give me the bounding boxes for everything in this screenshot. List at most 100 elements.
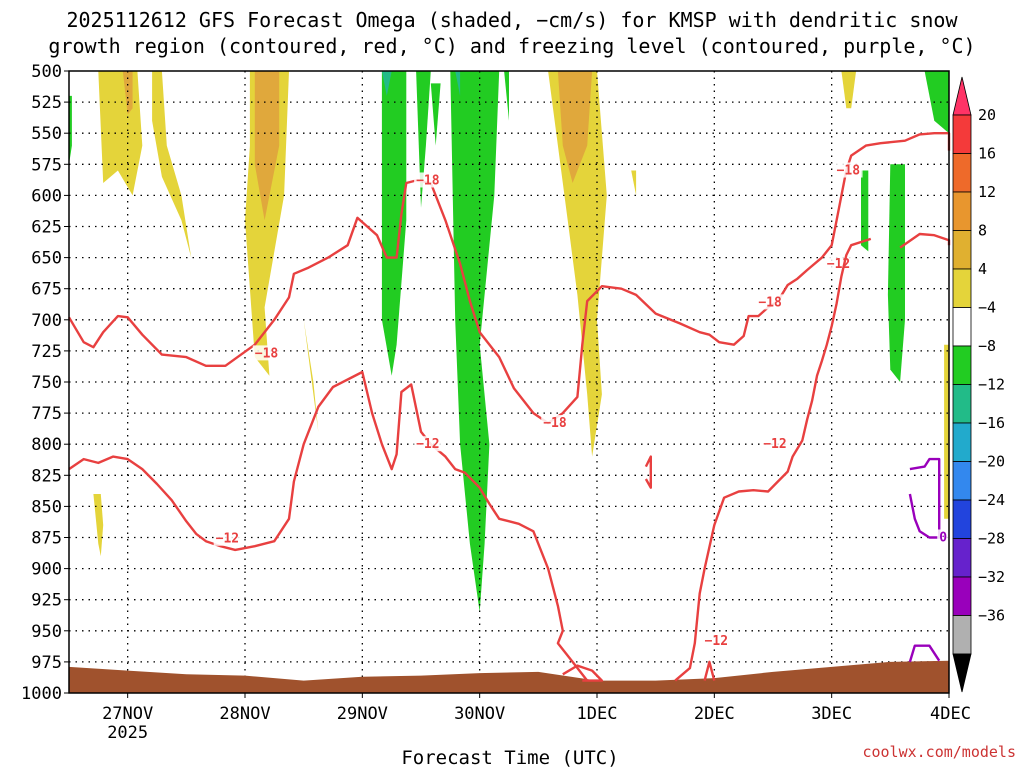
colorbar-top-triangle — [952, 76, 972, 116]
colorbar-box-10 — [952, 499, 972, 539]
red-contour-label-0-1: −18 — [416, 173, 440, 188]
y-tick-label-750: 750 — [31, 373, 62, 393]
x-tick-label-3: 30NOV — [454, 704, 505, 724]
purple-contour-1 — [908, 644, 941, 663]
colorbar-box-2 — [952, 191, 972, 231]
y-tick-label-650: 650 — [31, 249, 62, 269]
omega-shade-region-9 — [381, 71, 392, 96]
x-tick-label-4: 1DEC — [577, 704, 618, 724]
red-contour-label-0-2: −18 — [543, 416, 567, 431]
omega-shade-region-8 — [381, 71, 407, 376]
red-contour-label-0-0: −18 — [255, 346, 279, 361]
omega-shading-layer — [69, 71, 949, 613]
title-line-2: growth region (contoured, red, °C) and f… — [48, 34, 975, 58]
red-label-bg-1-1 — [414, 436, 443, 452]
colorbar-box-1 — [952, 153, 972, 193]
terrain-fill — [69, 660, 949, 693]
red-label-bg-0-0 — [252, 345, 281, 361]
contour-layer: −18 −18 −18 −18 −18 −12 −12 −12 −12 −12 0 — [67, 131, 951, 682]
x-tick-label-0: 27NOV — [102, 704, 153, 724]
omega-shade-region-4 — [254, 71, 280, 221]
colorbar-box-4 — [952, 268, 972, 308]
y-tick-label-600: 600 — [31, 186, 62, 206]
omega-shade-region-21 — [924, 71, 949, 134]
y-tick-label-575: 575 — [31, 155, 62, 175]
y-tick-label-825: 825 — [31, 466, 62, 486]
terrain-ground — [69, 660, 949, 693]
x-tick-label-6: 3DEC — [811, 704, 852, 724]
x-tick-label-5: 2DEC — [694, 704, 735, 724]
red-contour-6 — [703, 660, 716, 681]
colorbar-label-10: −24 — [978, 491, 1005, 509]
red-contour-label-0-3: −18 — [758, 295, 782, 310]
colorbar-label-0: 20 — [978, 106, 996, 124]
colorbar-box-0 — [952, 114, 972, 154]
colorbar-label-12: −32 — [978, 568, 1005, 586]
red-contour-5 — [644, 455, 652, 489]
red-contour-label-0-4: −18 — [837, 164, 861, 179]
colorbar-box-11 — [952, 538, 972, 578]
x-axis-title: Forecast Time (UTC) — [401, 747, 618, 768]
colorbar-box-8 — [952, 422, 972, 462]
y-tick-label-875: 875 — [31, 529, 62, 549]
x-tick-label-7: 4DEC — [930, 704, 971, 724]
red-contour-3 — [674, 237, 872, 682]
red-label-bg-0-1 — [414, 172, 443, 188]
omega-shade-region-11 — [430, 83, 441, 146]
colorbar-label-8: −16 — [978, 414, 1005, 432]
colorbar-label-4: 4 — [978, 260, 987, 278]
red-label-bg-1-0 — [213, 530, 242, 546]
chart-title: 2025112612 GFS Forecast Omega (shaded, −… — [48, 8, 975, 58]
colorbar-legend: 20 16 12 8 4 −4 −8 −12 −16 −20 −24 −28 −32 −36 — [952, 76, 1005, 693]
colorbar-box-5 — [952, 307, 972, 347]
red-contour-label-1-1: −12 — [416, 437, 439, 452]
colorbar-box-3 — [952, 230, 972, 270]
y-tick-label-800: 800 — [31, 435, 62, 455]
purple-label-bg-0-0 — [937, 529, 950, 545]
y-tick-label-950: 950 — [31, 622, 62, 642]
red-label-bg-0-2 — [541, 415, 570, 431]
omega-shade-region-17 — [631, 170, 637, 196]
red-label-bg-0-3 — [756, 294, 785, 310]
omega-shade-region-6 — [93, 494, 104, 557]
y-tick-label-675: 675 — [31, 280, 62, 300]
colorbar-box-12 — [952, 576, 972, 616]
title-line-1: 2025112612 GFS Forecast Omega (shaded, −… — [66, 8, 958, 32]
omega-shade-region-19 — [861, 170, 869, 252]
red-contour-label-3-1: −12 — [705, 634, 728, 649]
red-contour-label-2-0: −12 — [827, 257, 850, 272]
red-contour-4 — [562, 664, 604, 682]
y-tick-label-900: 900 — [31, 560, 62, 580]
y-tick-label-850: 850 — [31, 497, 62, 517]
red-label-bg-3-1 — [702, 632, 731, 648]
red-label-bg-3-0 — [761, 436, 790, 452]
colorbar-label-11: −28 — [978, 530, 1005, 548]
omega-shade-region-20 — [887, 164, 905, 382]
credit-label: coolwx.com/models — [862, 743, 1016, 761]
red-contour-label-1-0: −12 — [216, 532, 239, 547]
colorbar-label-7: −12 — [978, 376, 1005, 394]
omega-shade-region-14 — [504, 71, 509, 121]
omega-shade-region-16 — [557, 71, 593, 183]
colorbar-box-9 — [952, 461, 972, 501]
colorbar-label-1: 16 — [978, 145, 996, 163]
purple-contour-label-0-0: 0 — [939, 531, 947, 546]
colorbar-box-6 — [952, 345, 972, 385]
omega-shade-region-13 — [455, 71, 461, 96]
colorbar-label-3: 8 — [978, 222, 987, 240]
plot-area — [69, 71, 949, 693]
x-tick-sublabel-0: 2025 — [107, 723, 148, 743]
red-contour-label-3-0: −12 — [763, 437, 786, 452]
y-tick-label-500: 500 — [31, 62, 62, 82]
y-tick-label-925: 925 — [31, 591, 62, 611]
omega-shade-region-1 — [122, 71, 133, 115]
y-axis-pressure: 500 525 550 575 600 625 650 675 700 725 750 775 800 8… — [21, 62, 69, 704]
colorbar-bottom-triangle — [952, 653, 972, 693]
y-tick-label-775: 775 — [31, 404, 62, 424]
omega-shade-region-18 — [841, 71, 857, 109]
omega-shade-region-10 — [416, 71, 431, 208]
y-tick-label-550: 550 — [31, 124, 62, 144]
colorbar-label-2: 12 — [978, 183, 996, 201]
